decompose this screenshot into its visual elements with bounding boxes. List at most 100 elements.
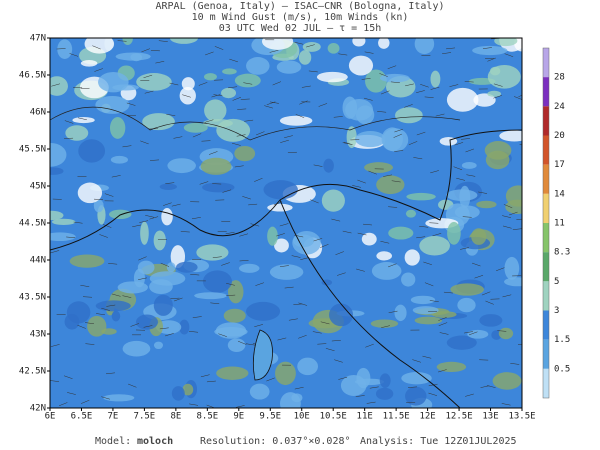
field-patch: [401, 272, 416, 287]
wind-barb: [298, 302, 308, 306]
field-patch: [446, 335, 477, 350]
colorbar-swatch: [543, 281, 549, 311]
wind-barb: [235, 405, 245, 408]
lat-label: 43N: [30, 330, 46, 340]
wind-barb: [237, 340, 247, 345]
field-patch: [297, 357, 319, 376]
wind-barb: [159, 327, 169, 330]
wind-barb: [383, 174, 393, 177]
wind-barb: [310, 199, 319, 204]
field-patch: [267, 226, 278, 246]
wind-barb: [93, 198, 104, 200]
field-patch: [461, 161, 477, 169]
wind-barb: [502, 225, 512, 229]
field-patch: [112, 84, 139, 91]
wind-barb: [496, 267, 505, 272]
wind-barb: [104, 193, 114, 197]
wind-barb: [293, 303, 303, 305]
wind-barb: [132, 224, 142, 228]
wind-barb: [301, 85, 311, 88]
wind-barb: [210, 302, 220, 305]
wind-barb: [481, 291, 491, 296]
wind-barb: [182, 94, 191, 98]
field-patch: [275, 361, 296, 386]
wind-barb: [272, 81, 282, 86]
wind-barb: [468, 331, 478, 336]
colorbar-label: 11: [554, 219, 565, 229]
wind-barb: [320, 244, 329, 248]
wind-barb: [394, 150, 404, 152]
colorbar-label: 14: [554, 189, 565, 199]
colorbar-label: 1.5: [554, 335, 570, 345]
colorbar-swatch: [543, 106, 549, 136]
field-patch: [381, 127, 403, 152]
wind-barb: [192, 316, 202, 318]
wind-barb: [256, 131, 265, 136]
wind-barb: [439, 332, 449, 335]
field-patch: [50, 232, 76, 242]
wind-barb: [466, 174, 476, 177]
wind-barb: [435, 113, 445, 117]
wind-barb: [190, 274, 200, 276]
wind-barb: [493, 83, 503, 87]
colorbar-swatch: [543, 223, 549, 253]
wind-barb: [334, 359, 343, 363]
field-patch: [202, 182, 235, 193]
wind-barb: [501, 403, 511, 406]
wind-barb: [312, 331, 322, 334]
lon-label: 7.5E: [134, 412, 156, 422]
wind-barb: [513, 96, 522, 100]
wind-barb: [69, 53, 79, 57]
wind-barb: [381, 325, 390, 328]
wind-barb: [205, 51, 214, 56]
field-patch: [274, 238, 289, 253]
wind-barb: [269, 101, 279, 104]
lon-label: 11E: [357, 412, 373, 422]
wind-barb: [420, 84, 429, 88]
wind-barb: [487, 57, 496, 62]
field-patch: [406, 192, 436, 201]
wind-barb: [239, 233, 249, 237]
wind-barb: [229, 58, 238, 63]
wind-barb: [231, 142, 241, 146]
wind-barb: [204, 119, 214, 123]
lon-label: 8E: [170, 412, 181, 422]
wind-barb: [502, 215, 511, 218]
field-patch: [379, 373, 391, 388]
field-patch: [50, 167, 64, 175]
field-patch: [364, 162, 393, 173]
wind-barb: [66, 236, 76, 239]
wind-barb: [380, 90, 390, 95]
field-patch: [504, 277, 522, 287]
wind-barb: [438, 322, 448, 327]
wind-barb: [279, 223, 289, 227]
field-patch: [412, 306, 439, 315]
wind-barb: [73, 221, 83, 224]
wind-barb: [338, 53, 348, 56]
wind-barb: [502, 294, 512, 298]
field-patch: [401, 372, 432, 385]
field-patch: [492, 372, 522, 390]
wind-barb: [356, 268, 365, 272]
field-patch: [263, 180, 298, 200]
wind-barb: [139, 220, 149, 223]
wind-barb: [363, 223, 373, 226]
field-patch: [365, 69, 387, 93]
wind-barb: [78, 117, 87, 121]
lon-label: 10E: [294, 412, 310, 422]
field-patch: [276, 60, 302, 74]
field-patch: [410, 295, 436, 305]
wind-barb: [237, 108, 247, 110]
field-patch: [109, 116, 126, 139]
field-patch: [394, 304, 407, 322]
wind-barb: [173, 136, 183, 139]
field-patch: [50, 142, 67, 167]
wind-barb: [377, 111, 387, 113]
wind-barb: [299, 100, 308, 105]
field-patch: [504, 256, 520, 280]
field-patch: [200, 157, 232, 175]
wind-barb: [460, 138, 470, 140]
field-patch: [261, 38, 294, 50]
wind-barb: [140, 140, 149, 145]
wind-barb: [416, 131, 426, 136]
